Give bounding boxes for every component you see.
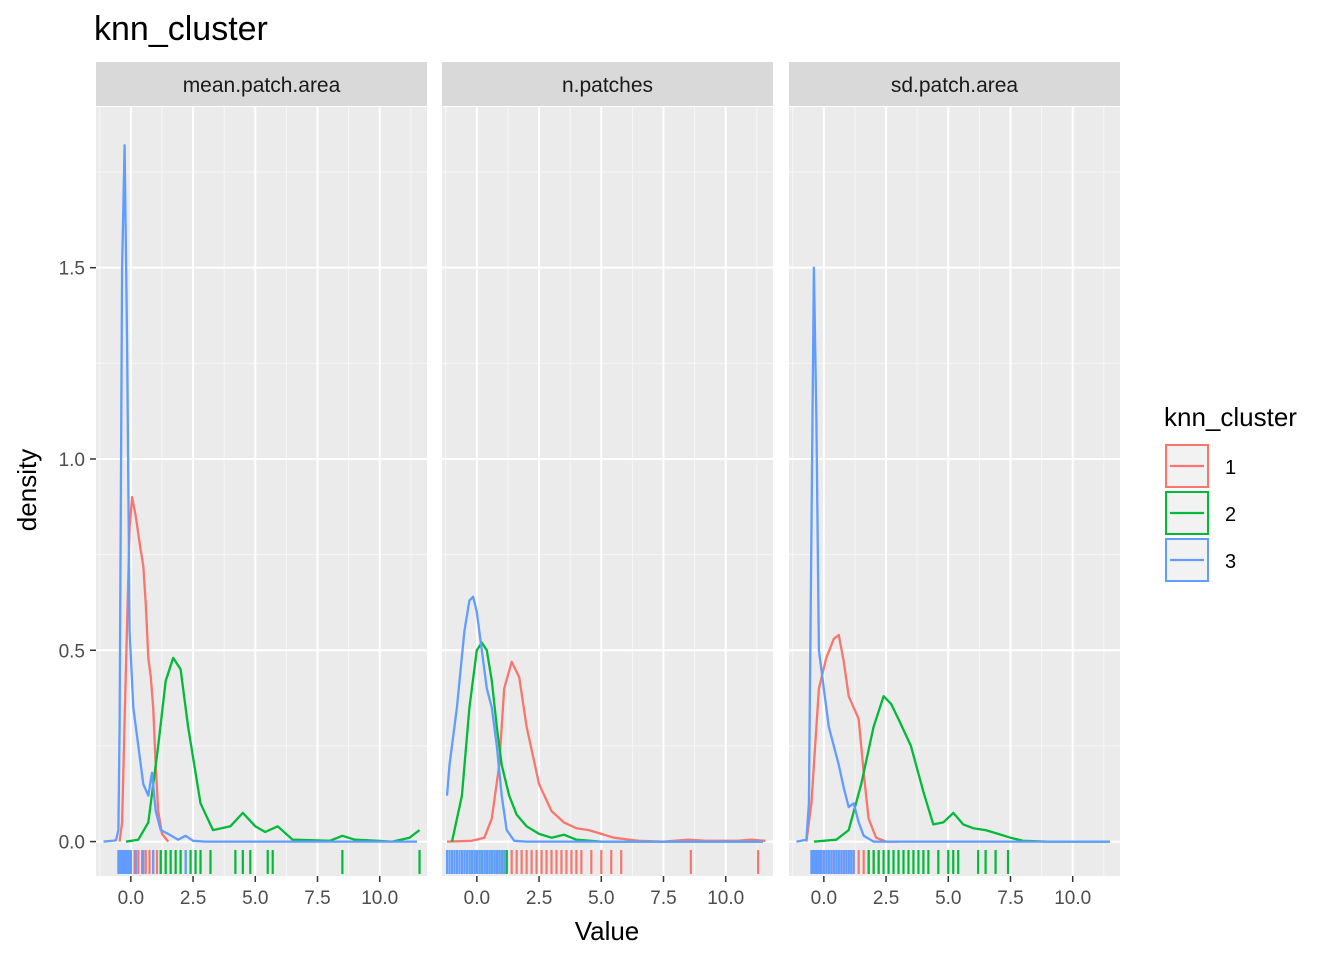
legend-label-series-1: 1 [1225, 457, 1236, 479]
panel-background [96, 107, 427, 876]
x-tick-label: 0.0 [118, 888, 144, 909]
facets-layer: mean.patch.area 0.0 2.5 5.0 7.5 10.0 0.0 0.5 1.0… [59, 62, 1120, 909]
facet-strip [442, 62, 773, 106]
x-tick-label: 5.0 [935, 888, 961, 909]
y-tick-label: 0.5 [59, 641, 85, 662]
x-tick-label: 5.0 [588, 888, 614, 909]
legend-title: knn_cluster [1164, 402, 1297, 432]
x-tick-label: 7.5 [650, 888, 676, 909]
facet-strip-label: mean.patch.area [183, 74, 341, 97]
x-tick-label: 7.5 [304, 888, 330, 909]
x-tick-label: 0.0 [811, 888, 837, 909]
facet-strip [789, 62, 1120, 106]
density-line-series-3 [796, 266, 1110, 843]
legend-label-series-3: 3 [1225, 551, 1236, 573]
density-line-series-2 [813, 695, 1110, 843]
x-tick-label: 2.5 [873, 888, 899, 909]
density-line-series-3 [103, 144, 417, 843]
x-tick-label: 10.0 [707, 888, 744, 909]
legend: knn_cluster 1 2 3 [1164, 402, 1297, 582]
y-tick-label: 1.5 [59, 259, 85, 280]
facet-strip-label: sd.patch.area [891, 74, 1019, 97]
x-tick-label: 7.5 [997, 888, 1023, 909]
density-line-series-1 [446, 660, 766, 843]
y-axis-title: density [12, 449, 42, 531]
facet-strip-label: n.patches [562, 74, 653, 97]
density-line-series-3 [445, 595, 763, 843]
facet-panel: sd.patch.area 0.0 2.5 5.0 7.5 10.0 [789, 62, 1120, 909]
x-axis-title: Value [575, 916, 640, 946]
x-tick-label: 10.0 [1054, 888, 1091, 909]
facet-strip [96, 62, 427, 106]
legend-label-series-2: 2 [1225, 504, 1236, 526]
y-tick-label: 0.0 [59, 833, 85, 854]
density-line-series-2 [125, 656, 421, 843]
x-tick-label: 0.0 [464, 888, 490, 909]
panel-background [442, 107, 773, 876]
x-tick-label: 5.0 [242, 888, 268, 909]
y-tick-label: 1.0 [59, 450, 85, 471]
facet-panel: n.patches 0.0 2.5 5.0 7.5 10.0 [442, 62, 773, 909]
density-line-series-1 [118, 496, 170, 843]
facet-panel: mean.patch.area 0.0 2.5 5.0 7.5 10.0 0.0 0.5 1.0… [59, 62, 427, 909]
chart-title: knn_cluster [94, 10, 268, 48]
density-line-series-2 [450, 641, 763, 843]
x-tick-label: 2.5 [180, 888, 206, 909]
x-tick-label: 10.0 [361, 888, 398, 909]
panel-background [789, 107, 1120, 876]
x-tick-label: 2.5 [526, 888, 552, 909]
